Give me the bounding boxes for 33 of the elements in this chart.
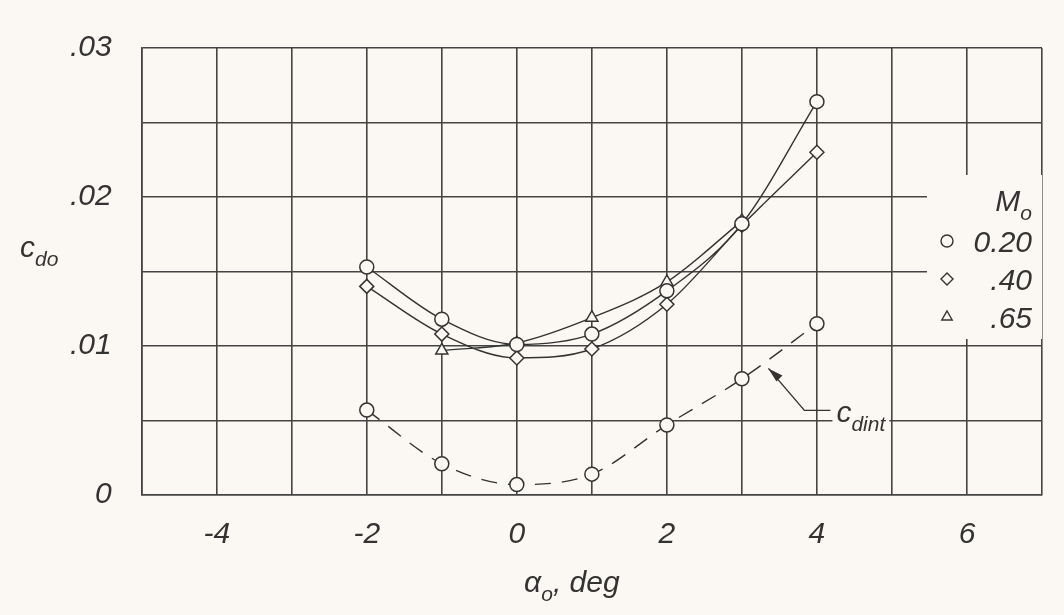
point	[734, 371, 750, 387]
x-tick-label: 4	[808, 516, 826, 550]
point	[659, 283, 675, 299]
x-tick-label: 6	[958, 516, 976, 550]
point	[659, 417, 675, 433]
legend-label: .65	[990, 301, 1033, 334]
x-tick-label: -2	[353, 516, 381, 550]
point	[809, 315, 825, 332]
point	[434, 326, 450, 342]
y-tick-label: 0	[95, 476, 113, 510]
y-tick-label: .02	[69, 178, 112, 212]
x-tick-label: 0	[508, 516, 526, 550]
y-tick-label: .03	[69, 29, 112, 63]
point	[359, 278, 375, 295]
point	[584, 466, 600, 482]
point	[809, 144, 825, 161]
point	[584, 326, 600, 342]
point	[509, 336, 525, 353]
point	[584, 341, 600, 357]
y-tick-label: .01	[69, 327, 112, 361]
point	[509, 350, 525, 366]
point	[434, 455, 450, 472]
x-tick-label: 2	[657, 516, 676, 550]
point	[434, 342, 449, 355]
legend-label: 0.20	[973, 225, 1033, 258]
point	[509, 476, 525, 493]
legend-label: .40	[990, 263, 1033, 296]
point	[434, 311, 450, 327]
point	[659, 296, 675, 313]
x-tick-label: -4	[203, 516, 231, 550]
point	[809, 93, 825, 110]
point	[359, 402, 375, 418]
point	[359, 259, 375, 275]
